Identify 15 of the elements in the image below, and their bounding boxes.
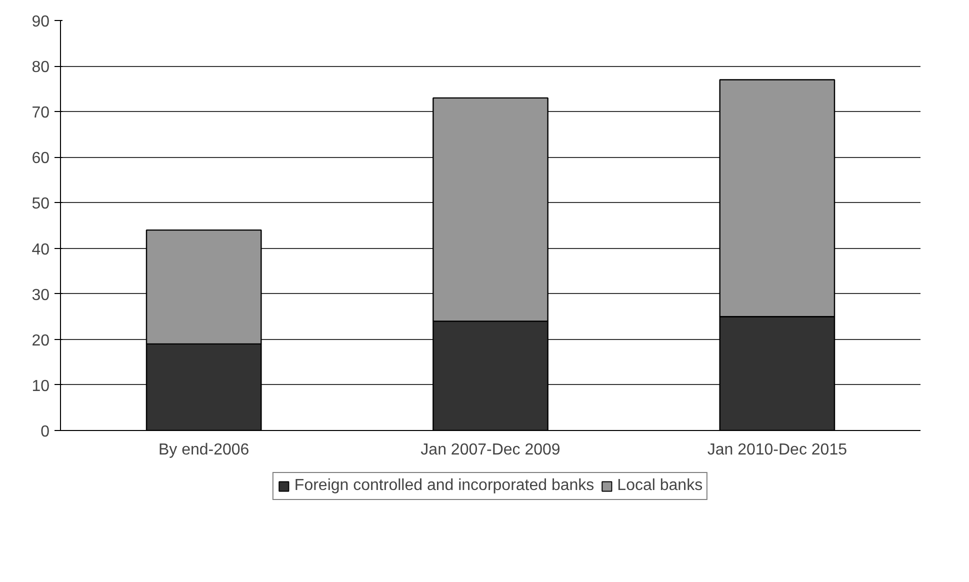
x-tick-label: Jan 2010-Dec 2015 bbox=[707, 442, 848, 458]
y-tick-label: 60 bbox=[32, 150, 50, 168]
y-tick-label: 20 bbox=[32, 332, 50, 350]
x-tick-label: By end-2006 bbox=[158, 442, 250, 458]
y-tick-label: 30 bbox=[32, 286, 50, 304]
y-tick-label: 10 bbox=[32, 378, 50, 395]
y-tick-label: 80 bbox=[32, 59, 50, 76]
x-tick-label: Jan 2007-Dec 2009 bbox=[420, 442, 560, 458]
y-tick-label: 50 bbox=[32, 196, 50, 213]
y-tick-label: 90 bbox=[32, 14, 50, 30]
legend-label: Local banks bbox=[617, 477, 703, 495]
y-tick-label: 70 bbox=[32, 104, 50, 122]
y-tick-label: 0 bbox=[40, 424, 50, 440]
y-tick-label: 40 bbox=[32, 241, 50, 258]
legend-label: Foreign controlled and incorporated banks bbox=[294, 477, 594, 495]
